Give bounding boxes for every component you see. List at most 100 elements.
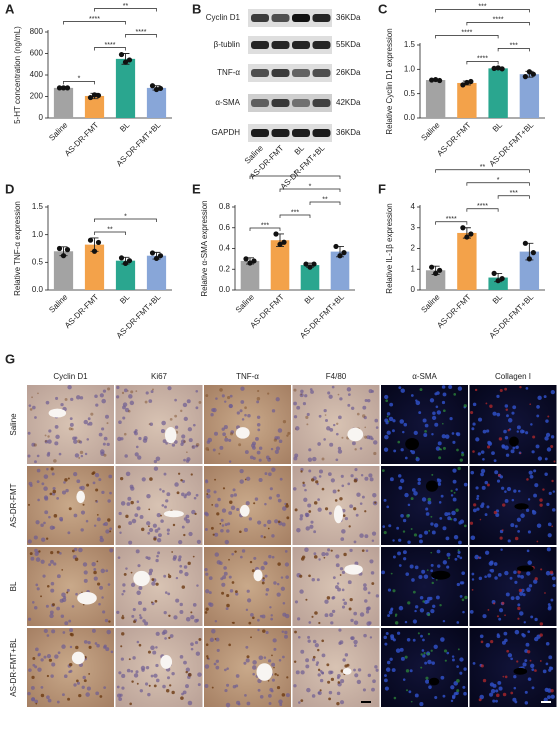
nucleus xyxy=(68,619,72,623)
nucleus xyxy=(398,605,404,611)
nucleus xyxy=(268,659,272,663)
protein-name: β-tublin xyxy=(214,40,240,49)
nucleus xyxy=(139,514,144,519)
nucleus xyxy=(163,472,167,476)
nucleus xyxy=(498,617,502,621)
nucleus xyxy=(278,439,283,444)
nucleus xyxy=(69,417,73,421)
nucleus xyxy=(147,692,151,697)
nucleus xyxy=(404,492,409,498)
nucleus xyxy=(398,564,402,567)
nucleus xyxy=(239,468,244,474)
vessel xyxy=(76,490,85,504)
nucleus xyxy=(28,668,32,672)
nucleus xyxy=(210,413,214,417)
nucleus xyxy=(41,482,45,486)
nucleus xyxy=(396,631,401,635)
y-tick-label: 600 xyxy=(30,49,44,58)
nucleus xyxy=(275,446,281,451)
blot-band xyxy=(312,129,331,137)
nucleus xyxy=(155,631,160,636)
nucleus xyxy=(212,448,216,452)
vessel xyxy=(164,427,177,444)
stain xyxy=(315,480,319,484)
stain xyxy=(78,693,82,698)
nucleus xyxy=(265,455,270,460)
nucleus xyxy=(398,538,402,542)
nucleus xyxy=(390,608,394,612)
nucleus xyxy=(407,540,411,544)
stain xyxy=(45,537,49,540)
stain xyxy=(417,632,420,635)
nucleus xyxy=(433,523,439,528)
stain xyxy=(257,389,260,393)
nucleus xyxy=(125,471,131,477)
nucleus xyxy=(231,552,234,556)
nucleus xyxy=(293,456,298,461)
vessel xyxy=(428,677,440,686)
nucleus xyxy=(83,570,88,575)
stain xyxy=(239,530,242,534)
stain xyxy=(337,489,340,492)
nucleus xyxy=(274,449,279,455)
data-point xyxy=(526,69,532,75)
nucleus xyxy=(118,511,122,516)
nucleus xyxy=(130,670,134,673)
data-point xyxy=(157,253,164,259)
nucleus xyxy=(463,691,467,696)
nucleus xyxy=(530,615,534,619)
stain xyxy=(499,389,503,393)
nucleus xyxy=(204,567,208,572)
micrograph xyxy=(204,547,291,626)
nucleus xyxy=(299,517,303,521)
nucleus xyxy=(313,552,317,556)
scale-bar xyxy=(541,701,551,703)
nucleus xyxy=(325,552,329,556)
nucleus xyxy=(300,670,305,675)
nucleus xyxy=(530,423,533,426)
nucleus xyxy=(185,684,189,689)
nucleus xyxy=(308,469,312,473)
nucleus xyxy=(229,394,233,398)
nucleus xyxy=(307,457,313,462)
data-point xyxy=(464,79,470,86)
nucleus xyxy=(434,695,438,700)
nucleus xyxy=(386,505,390,509)
nucleus xyxy=(461,581,465,585)
nucleus xyxy=(160,429,166,434)
stain xyxy=(31,675,35,680)
nucleus xyxy=(118,420,122,425)
nucleus xyxy=(501,444,506,448)
nucleus xyxy=(142,438,148,443)
stain xyxy=(76,679,79,683)
micrograph xyxy=(204,466,291,545)
stain xyxy=(152,388,154,391)
nucleus xyxy=(134,452,139,457)
nucleus xyxy=(230,494,234,498)
vessel xyxy=(516,565,534,572)
nucleus xyxy=(165,499,169,503)
nucleus xyxy=(431,433,434,436)
stain xyxy=(167,573,170,576)
stain xyxy=(181,585,186,589)
nucleus xyxy=(524,690,528,694)
stain xyxy=(224,435,227,439)
stain xyxy=(231,621,234,624)
nucleus xyxy=(137,564,141,568)
nucleus xyxy=(347,393,351,397)
nucleus xyxy=(167,592,171,596)
nucleus xyxy=(150,390,154,394)
nucleus xyxy=(475,437,480,442)
nucleus xyxy=(209,602,214,608)
stain xyxy=(314,611,318,615)
nucleus xyxy=(371,437,374,441)
nucleus xyxy=(228,404,233,408)
nucleus xyxy=(300,389,304,394)
nucleus xyxy=(418,539,423,544)
nucleus xyxy=(27,617,32,621)
stain xyxy=(427,652,430,656)
nucleus xyxy=(197,683,201,687)
nucleus xyxy=(93,567,97,571)
stain xyxy=(29,408,33,411)
